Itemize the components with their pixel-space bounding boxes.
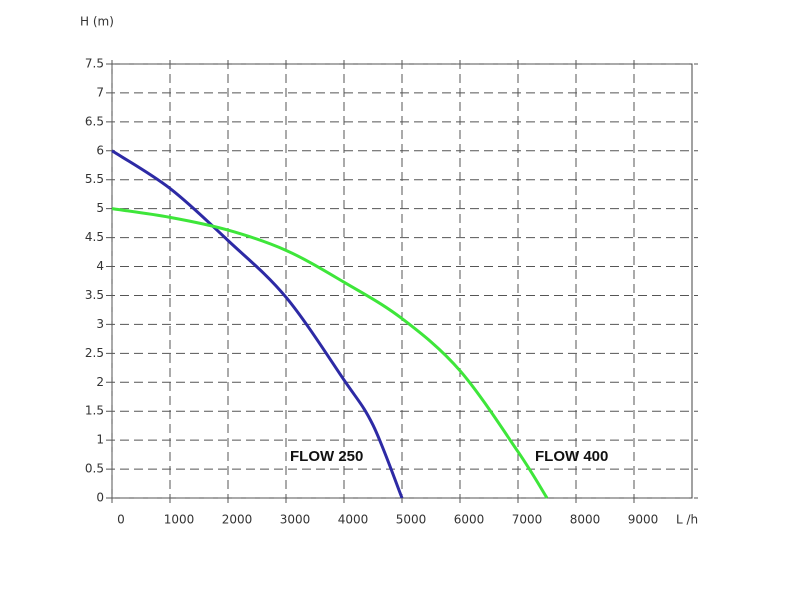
x-tick-label: 1000 [164,513,195,527]
x-tick-label: 9000 [628,513,659,527]
series-label: FLOW 400 [535,448,608,465]
y-tick-label: 6 [96,143,104,157]
y-tick-label: 1.5 [85,404,104,418]
x-axis-label: L /h [676,513,698,527]
y-tick-label: 4 [96,259,104,273]
y-tick-label: 2.5 [85,346,104,360]
x-tick-label: 6000 [454,513,485,527]
series-line [111,207,549,499]
y-tick-label: 0 [96,491,104,505]
y-tick-label: 4.5 [85,230,104,244]
y-tick-label: 5 [96,201,104,215]
x-tick-label: 2000 [222,513,253,527]
y-tick-label: 3.5 [85,288,104,302]
x-tick-label: 0 [117,513,125,527]
y-tick-label: 2 [96,375,104,389]
series-label: FLOW 250 [290,448,363,465]
series-line [111,149,404,499]
y-tick-label: 1 [96,433,104,447]
y-tick-label: 0.5 [85,462,104,476]
y-axis-label: H (m) [80,15,114,29]
x-tick-label: 7000 [512,513,543,527]
y-tick-label: 5.5 [85,172,104,186]
x-tick-label: 4000 [338,513,369,527]
y-tick-label: 7 [96,85,104,99]
y-tick-label: 3 [96,317,104,331]
x-tick-label: 5000 [396,513,427,527]
x-tick-label: 8000 [570,513,601,527]
y-tick-label: 7.5 [85,57,104,71]
y-tick-label: 6.5 [85,114,104,128]
x-tick-label: 3000 [280,513,311,527]
